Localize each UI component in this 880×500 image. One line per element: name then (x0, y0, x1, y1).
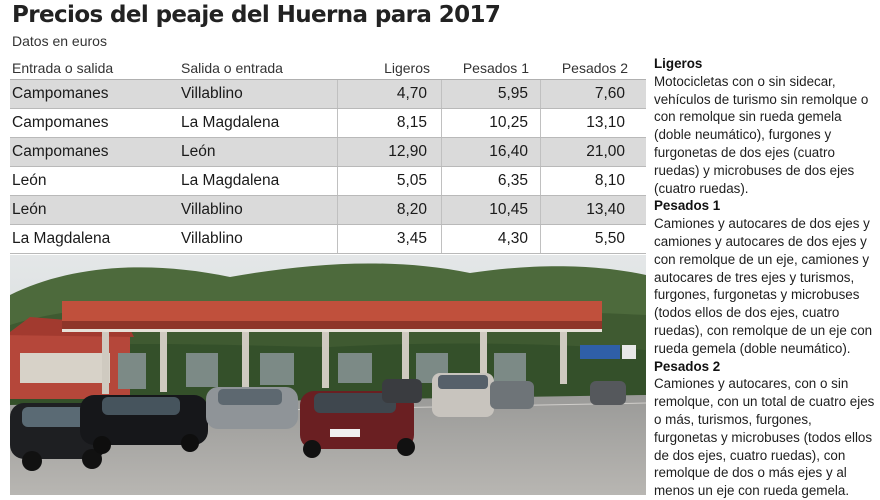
ligeros-price: 8,20 (337, 196, 430, 224)
page-title: Precios del peaje del Huerna para 2017 (12, 2, 501, 28)
exit-cell: Villablino (181, 201, 243, 218)
vehicle-categories-legend: Ligeros Motocicletas con o sin sidecar, v… (654, 55, 876, 500)
column-header: Ligeros (384, 60, 430, 76)
pesados1-price: 4,30 (441, 225, 531, 253)
table-body: Campomanes Villablino 4,70 5,95 7,60 Campoman… (10, 80, 646, 254)
ligeros-price: 4,70 (337, 80, 430, 108)
ligeros-price: 12,90 (337, 138, 430, 166)
column-header: Pesados 1 (462, 60, 529, 76)
table-header: Entrada o salida Salida o entrada Ligero… (10, 57, 646, 80)
pesados1-price: 5,95 (441, 80, 531, 108)
pesados1-price: 10,45 (441, 196, 531, 224)
entry-cell: Campomanes (12, 114, 109, 131)
pesados2-price: 13,10 (540, 109, 628, 137)
table-row: León La Magdalena 5,05 6,35 8,10 (10, 167, 646, 196)
ligeros-price: 5,05 (337, 167, 430, 195)
page-subtitle: Datos en euros (12, 33, 107, 49)
entry-cell: León (12, 172, 47, 189)
toll-plaza-photo (10, 255, 646, 495)
column-header: Salida o entrada (181, 60, 283, 76)
pesados1-price: 6,35 (441, 167, 531, 195)
exit-cell: La Magdalena (181, 114, 280, 131)
category-description: Camiones y autocares de dos ejes y camio… (654, 216, 873, 356)
entry-cell: Campomanes (12, 143, 109, 160)
entry-cell: Campomanes (12, 85, 109, 102)
table-row: León Villablino 8,20 10,45 13,40 (10, 196, 646, 225)
table-row: Campomanes Villablino 4,70 5,95 7,60 (10, 80, 646, 109)
category-heading: Pesados 1 (654, 198, 721, 214)
exit-cell: León (181, 143, 216, 160)
entry-cell: León (12, 201, 47, 218)
pesados1-price: 10,25 (441, 109, 531, 137)
ligeros-price: 8,15 (337, 109, 430, 137)
pesados2-price: 8,10 (540, 167, 628, 195)
toll-prices-table: Entrada o salida Salida o entrada Ligero… (10, 57, 646, 254)
pesados2-price: 5,50 (540, 225, 628, 253)
pesados2-price: 7,60 (540, 80, 628, 108)
exit-cell: La Magdalena (181, 172, 280, 189)
category-heading: Pesados 2 (654, 358, 721, 374)
table-row: Campomanes León 12,90 16,40 21,00 (10, 138, 646, 167)
table-row: Campomanes La Magdalena 8,15 10,25 13,10 (10, 109, 646, 138)
category-heading: Ligeros (654, 56, 703, 71)
category-description: Motocicletas con o sin sidecar, vehículo… (654, 73, 869, 196)
entry-cell: La Magdalena (12, 230, 111, 247)
exit-cell: Villablino (181, 85, 243, 102)
ligeros-price: 3,45 (337, 225, 430, 253)
column-header: Pesados 2 (561, 60, 628, 76)
table-row: La Magdalena Villablino 3,45 4,30 5,50 (10, 225, 646, 254)
pesados2-price: 13,40 (540, 196, 628, 224)
exit-cell: Villablino (181, 230, 243, 247)
pesados2-price: 21,00 (540, 138, 628, 166)
category-description: Camiones y autocares, con o sin remolque… (654, 376, 875, 499)
column-header: Entrada o salida (12, 60, 114, 76)
pesados1-price: 16,40 (441, 138, 531, 166)
